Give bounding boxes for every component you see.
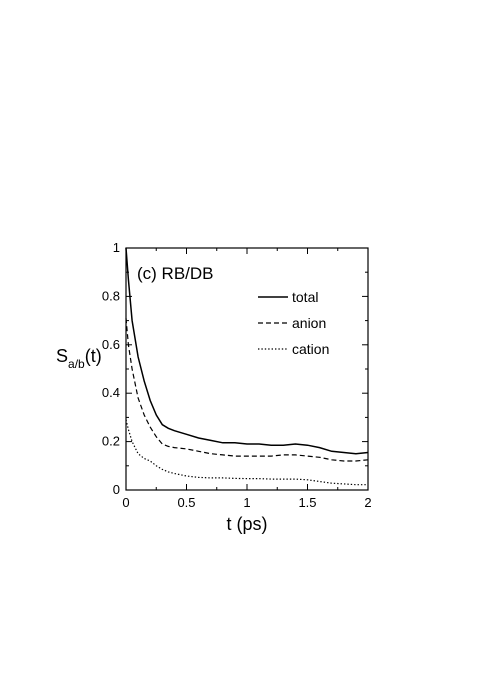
panel-label: (c) RB/DB — [137, 264, 214, 283]
series-layer — [125, 247, 369, 486]
y-tick-label: 0.6 — [102, 337, 120, 352]
x-axis-label: t (ps) — [226, 514, 267, 534]
x-tick-label: 1.5 — [298, 495, 316, 510]
x-tick-label: 2 — [364, 495, 371, 510]
y-tick-label: 0.8 — [102, 288, 120, 303]
y-axis-label-suffix: (t) — [85, 346, 102, 366]
y-axis-label-subscript: a/b — [68, 357, 85, 371]
y-tick-label: 0.4 — [102, 385, 120, 400]
x-tick-label: 0 — [122, 495, 129, 510]
x-tick-label: 0.5 — [177, 495, 195, 510]
axis-ticks: 0 0.5 1 1.5 2 0 0.2 0.4 0.6 0.8 1 — [102, 240, 372, 510]
y-axis-label-main: S — [56, 346, 68, 366]
y-tick-label: 0.2 — [102, 434, 120, 449]
series-line-total — [125, 247, 369, 455]
legend-label-anion: anion — [292, 315, 326, 331]
series-line-cation — [125, 419, 368, 486]
x-tick-label: 1 — [243, 495, 250, 510]
y-axis-label: Sa/b(t) — [56, 346, 102, 371]
y-tick-label: 0 — [113, 482, 120, 497]
legend: total anion cation — [258, 289, 329, 357]
legend-label-cation: cation — [292, 341, 329, 357]
y-tick-label: 1 — [113, 240, 120, 255]
legend-label-total: total — [292, 289, 318, 305]
plot-frame — [125, 247, 369, 491]
series-line-anion — [125, 318, 369, 462]
